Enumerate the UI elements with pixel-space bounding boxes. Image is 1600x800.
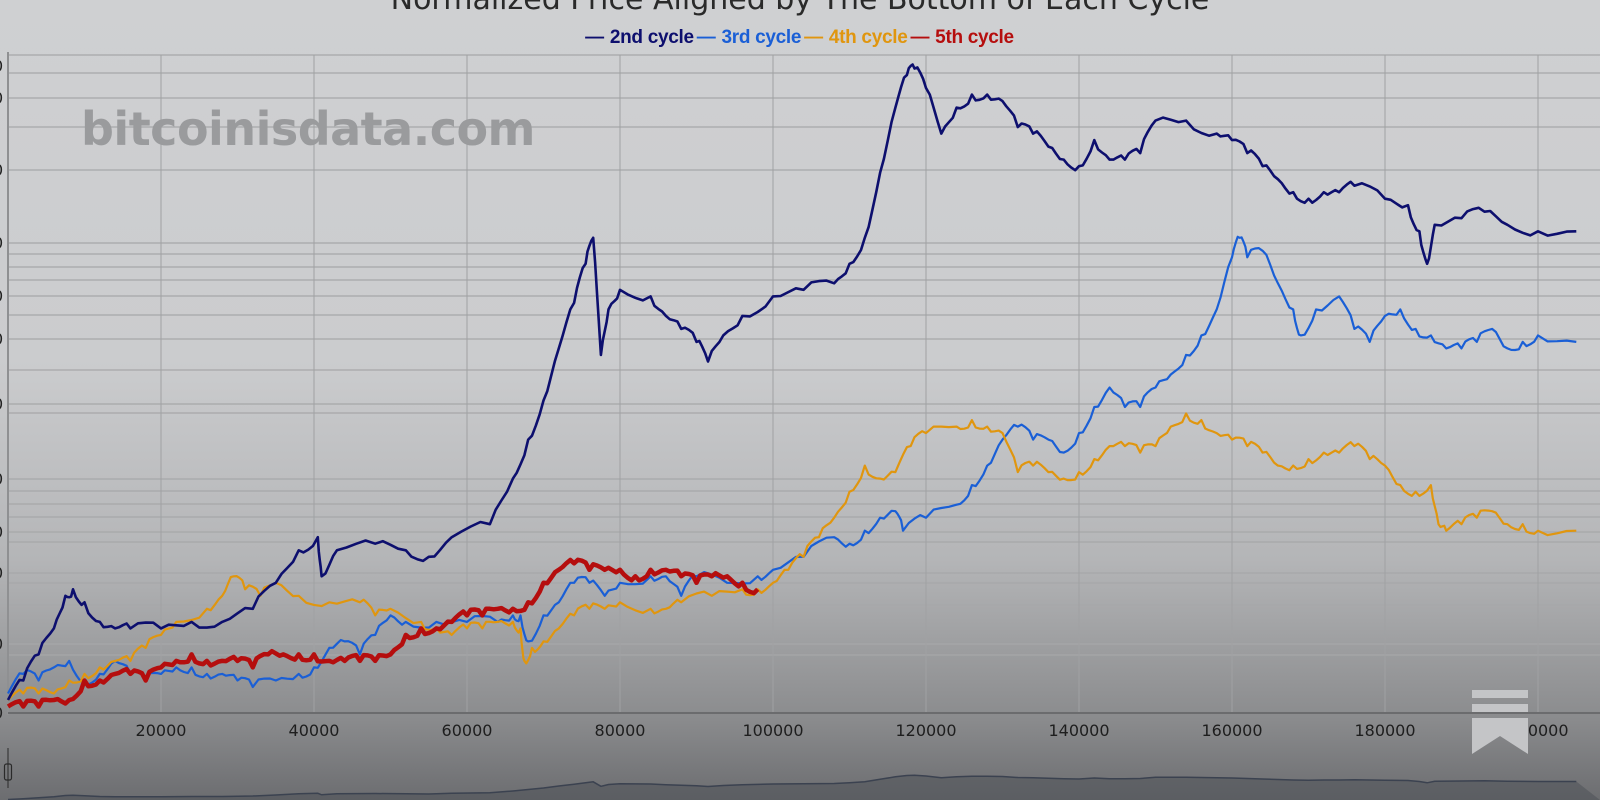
legend-item-5th-cycle[interactable]: — 5th cycle (910, 27, 1014, 48)
y-tick-label: 0 (0, 330, 3, 349)
x-tick-label: 120000 (895, 721, 957, 740)
y-tick-label: 0 (0, 234, 3, 253)
y-tick-label: 0 (0, 564, 3, 583)
range-navigator (7, 774, 1600, 800)
x-tick-label: 60000 (441, 721, 493, 740)
x-tick-label: 140000 (1048, 721, 1110, 740)
grid-lines (7, 52, 1600, 715)
y-tick-label: 0 (0, 704, 3, 723)
chart-legend: — 2nd cycle — 3rd cycle — 4th cycle — 5th c… (0, 27, 1600, 49)
substack-bookmark-icon (1472, 690, 1528, 754)
x-tick-label: 100000 (742, 721, 804, 740)
x-tick-label: 160000 (1201, 721, 1263, 740)
y-tick-label: 0 (0, 395, 3, 414)
y-tick-label: 0 (0, 89, 3, 108)
chart-title: Normalized Price Aligned by The Bottom o… (0, 0, 1600, 17)
y-tick-label: 0 (0, 57, 3, 76)
legend-item-2nd-cycle[interactable]: — 2nd cycle (585, 27, 694, 48)
legend-item-3rd-cycle[interactable]: — 3rd cycle (696, 27, 802, 48)
range-handle-icon[interactable] (3, 748, 13, 788)
y-tick-label: 0 (0, 287, 3, 306)
series-line-3rd-cycle (7, 235, 1577, 695)
legend-item-4th-cycle[interactable]: — 4th cycle (804, 27, 908, 48)
x-tick-label: 40000 (288, 721, 340, 740)
y-tick-label: 0 (0, 635, 3, 654)
watermark: bitcoinisdata.com (81, 102, 536, 156)
x-tick-label: 20000 (135, 721, 187, 740)
y-tick-label: 0 (0, 161, 3, 180)
x-tick-label: 180000 (1354, 721, 1416, 740)
y-tick-label: 0 (0, 470, 3, 489)
series-line-5th-cycle (6, 557, 760, 709)
series-line-2nd-cycle (6, 63, 1577, 701)
x-tick-label: 80000 (594, 721, 646, 740)
y-tick-label: 0 (0, 523, 3, 542)
series-lines (6, 63, 1577, 709)
